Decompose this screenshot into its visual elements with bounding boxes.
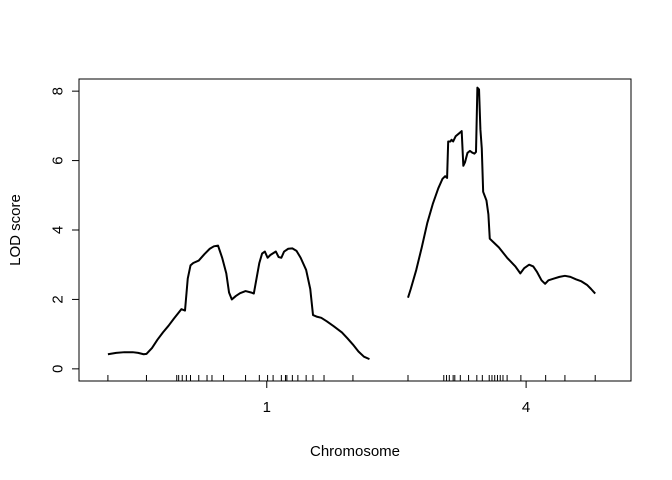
x-tick-label: 4 xyxy=(522,399,530,416)
y-axis: 0 2 4 6 8 xyxy=(49,87,79,373)
y-tick-label: 8 xyxy=(49,87,66,95)
lod-curve-chr4 xyxy=(407,86,596,298)
plot-frame xyxy=(78,78,632,382)
y-tick-label: 4 xyxy=(49,226,66,234)
y-tick-label: 0 xyxy=(49,365,66,373)
marker-rug xyxy=(107,375,596,381)
lod-curves xyxy=(107,86,596,361)
x-tick-label: 1 xyxy=(263,399,271,416)
lod-curve-chr1 xyxy=(107,244,370,361)
x-axis-label: Chromosome xyxy=(310,443,400,460)
y-tick-label: 6 xyxy=(49,156,66,164)
y-axis-label: LOD score xyxy=(7,194,24,266)
y-tick-label: 2 xyxy=(49,295,66,303)
